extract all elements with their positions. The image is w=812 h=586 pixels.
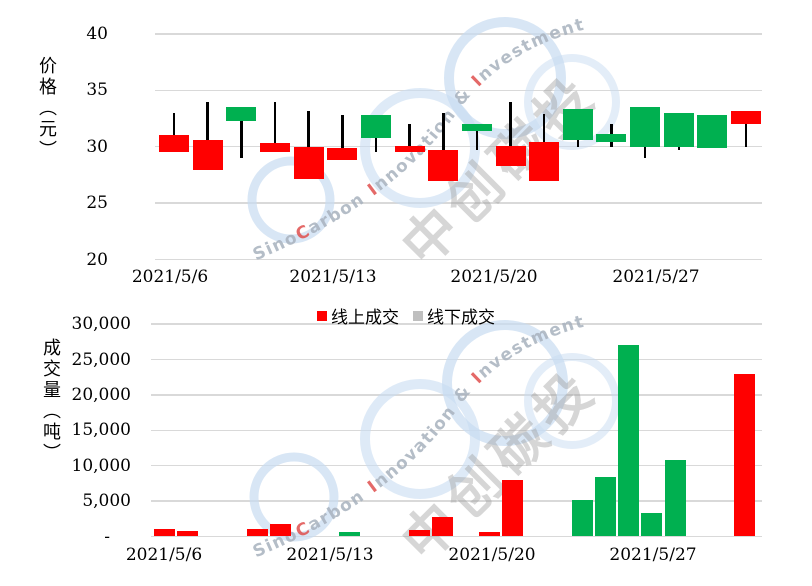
price-y-tick-label: 40 xyxy=(86,23,108,44)
online-series-label: 线上成交 xyxy=(331,308,399,328)
candle-wick xyxy=(240,107,243,158)
watermark-brand-part: arbon xyxy=(305,189,369,239)
price-y-tick-label: 25 xyxy=(86,193,108,214)
offline-series-label: 线下成交 xyxy=(427,308,495,328)
watermark-brand-part: I xyxy=(468,71,488,91)
candle-body xyxy=(192,139,223,171)
candle-wick xyxy=(307,110,310,180)
candle-wick xyxy=(273,101,277,153)
price-x-tick-label: 2021/5/6 xyxy=(131,267,209,287)
watermark-ring-icon xyxy=(249,452,339,542)
candle-body xyxy=(697,115,728,148)
watermark-cjk-char: 中 xyxy=(390,196,473,279)
price-gridline xyxy=(155,33,762,35)
volume-y-tick-label: 10,000 xyxy=(71,455,131,476)
watermark-brand-text: SinoCarbonInnovation&Investment xyxy=(250,312,587,562)
watermark-ring-icon xyxy=(442,320,568,446)
legend-item-offline: 线下成交 xyxy=(413,303,495,328)
price-y-tick-label: 35 xyxy=(86,80,108,101)
volume-x-tick-label: 2021/5/27 xyxy=(609,545,697,565)
offline-series-swatch-icon xyxy=(413,310,423,321)
volume-gridline xyxy=(151,535,762,538)
candle-body xyxy=(259,143,290,153)
online-series-swatch-icon xyxy=(317,310,327,321)
price-gridline xyxy=(155,89,762,92)
volume-gridline xyxy=(151,358,762,361)
candle-body xyxy=(159,135,189,153)
candle-body xyxy=(226,107,257,121)
price-axis-title: 价格（元） xyxy=(36,56,57,161)
candle-body xyxy=(428,150,459,181)
price-x-tick-label: 2021/5/27 xyxy=(612,267,700,287)
volume-y-tick-label: 20,000 xyxy=(71,384,131,405)
volume-x-tick-label: 2021/5/13 xyxy=(286,545,374,565)
price-x-tick-label: 2021/5/20 xyxy=(450,267,538,287)
watermark-brand-part: & xyxy=(450,84,476,109)
volume-bar xyxy=(594,477,616,537)
watermark-brand-part: I xyxy=(468,368,488,388)
volume-bar xyxy=(339,532,361,537)
volume-gridline xyxy=(151,394,762,396)
candle-wick xyxy=(341,115,344,161)
watermark-brand-part: C xyxy=(293,221,315,245)
price-gridline xyxy=(155,258,762,261)
price-gridline xyxy=(155,202,762,204)
candle-body xyxy=(293,146,324,180)
watermark-ring-icon xyxy=(360,379,480,499)
volume-bar xyxy=(432,517,454,537)
volume-bar xyxy=(269,524,291,537)
candle-body xyxy=(327,147,358,161)
volume-axis-title: 成交量（吨） xyxy=(40,338,61,464)
watermark-brand-part: C xyxy=(293,518,315,542)
candle-body xyxy=(596,134,627,143)
price-x-tick-label: 2021/5/13 xyxy=(289,267,377,287)
legend-item-online: 线上成交 xyxy=(317,303,399,328)
volume-bar xyxy=(409,529,431,537)
watermark-cjk-char: 碳 xyxy=(478,404,561,487)
candle-body xyxy=(394,145,425,153)
volume-x-tick-label: 2021/5/20 xyxy=(448,545,536,565)
volume-y-tick-label: 30,000 xyxy=(71,314,131,335)
candle-body xyxy=(360,115,391,138)
volume-bar xyxy=(571,499,593,537)
watermark-brand-part: I xyxy=(364,476,382,497)
volume-y-tick-label: 5,000 xyxy=(82,491,131,512)
candle-body xyxy=(663,112,694,147)
candle-body xyxy=(731,110,762,125)
volume-gridline xyxy=(151,500,762,502)
volume-bar xyxy=(176,530,198,537)
volume-bar xyxy=(734,373,756,537)
candle-wick xyxy=(206,101,209,171)
volume-bar xyxy=(502,479,523,537)
watermark-cjk-char: 投 xyxy=(522,362,605,445)
candle-body xyxy=(461,124,492,131)
volume-bar xyxy=(153,528,175,537)
watermark-brand-part: I xyxy=(364,179,382,200)
candle-wick xyxy=(172,112,176,153)
watermark-brand-text: SinoCarbonInnovation&Investment xyxy=(250,15,587,265)
volume-bar xyxy=(246,528,268,537)
watermark-brand-part: nnovation xyxy=(370,402,460,493)
watermark-brand-part: nvestment xyxy=(474,15,587,86)
price-y-tick-label: 30 xyxy=(86,136,108,157)
candle-body xyxy=(529,142,560,181)
price-y-tick-label: 20 xyxy=(86,249,108,270)
volume-bar xyxy=(664,460,686,537)
volume-y-tick-label: 25,000 xyxy=(71,349,131,370)
volume-bar xyxy=(618,345,640,537)
watermark-ring-icon xyxy=(524,353,620,449)
candle-body xyxy=(630,107,661,147)
watermark-brand-part: arbon xyxy=(305,486,369,536)
volume-legend: 线上成交 线下成交 xyxy=(317,303,495,328)
volume-bar xyxy=(478,531,500,537)
candle-body xyxy=(562,109,593,140)
candle-wick xyxy=(744,110,748,147)
volume-gridline xyxy=(151,429,762,432)
volume-y-tick-label: 15,000 xyxy=(71,420,131,441)
volume-bar xyxy=(641,513,663,537)
candle-body xyxy=(495,145,526,166)
volume-y-tick-label: - xyxy=(104,526,110,547)
volume-x-tick-label: 2021/5/6 xyxy=(125,545,203,565)
